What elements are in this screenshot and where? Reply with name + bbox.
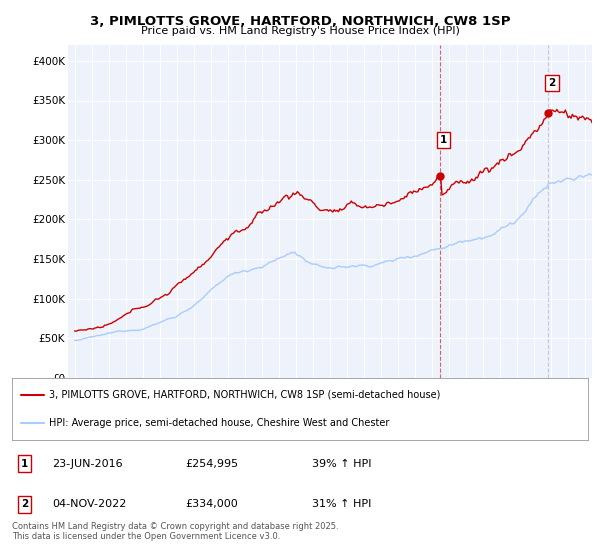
Text: £254,995: £254,995 xyxy=(185,459,238,469)
Text: 23-JUN-2016: 23-JUN-2016 xyxy=(52,459,123,469)
Text: 39% ↑ HPI: 39% ↑ HPI xyxy=(311,459,371,469)
Text: 3, PIMLOTTS GROVE, HARTFORD, NORTHWICH, CW8 1SP (semi-detached house): 3, PIMLOTTS GROVE, HARTFORD, NORTHWICH, … xyxy=(49,390,441,400)
Text: 04-NOV-2022: 04-NOV-2022 xyxy=(52,500,127,510)
Text: Contains HM Land Registry data © Crown copyright and database right 2025.
This d: Contains HM Land Registry data © Crown c… xyxy=(12,522,338,542)
Text: 2: 2 xyxy=(548,78,556,88)
Text: 31% ↑ HPI: 31% ↑ HPI xyxy=(311,500,371,510)
Text: Price paid vs. HM Land Registry's House Price Index (HPI): Price paid vs. HM Land Registry's House … xyxy=(140,26,460,36)
Text: £334,000: £334,000 xyxy=(185,500,238,510)
Text: 2: 2 xyxy=(20,500,28,510)
Text: 1: 1 xyxy=(440,135,447,145)
Text: 3, PIMLOTTS GROVE, HARTFORD, NORTHWICH, CW8 1SP: 3, PIMLOTTS GROVE, HARTFORD, NORTHWICH, … xyxy=(90,15,510,27)
Text: HPI: Average price, semi-detached house, Cheshire West and Chester: HPI: Average price, semi-detached house,… xyxy=(49,418,390,428)
Text: 1: 1 xyxy=(20,459,28,469)
